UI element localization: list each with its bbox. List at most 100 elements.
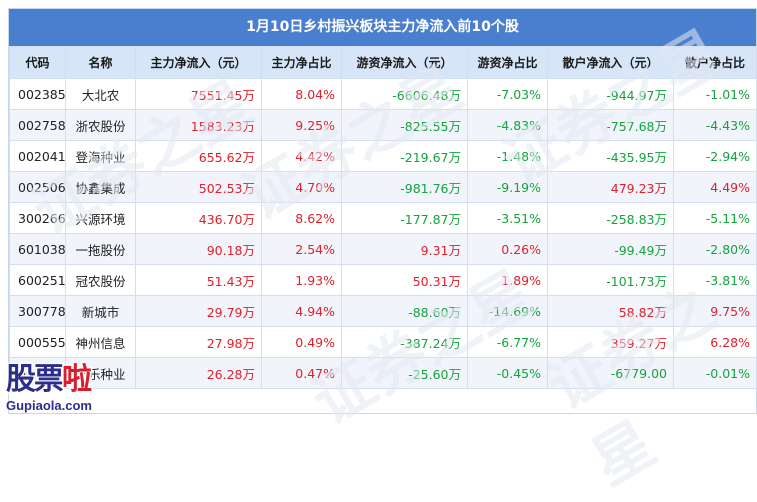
stock-name-cell: 协鑫集成: [65, 171, 136, 203]
hot-pct-cell: -0.45%: [467, 357, 548, 389]
stock-name-cell: 新城市: [65, 295, 136, 327]
main-inflow-cell: 90.18万: [135, 233, 262, 265]
col-header-hot-pct: 游资净占比: [467, 46, 548, 79]
stock-name-cell: 兴源环境: [65, 202, 136, 234]
retail-pct-cell: 6.28%: [673, 326, 757, 358]
table-row: 002758 浙农股份 1583.23万 9.25% -825.55万 -4.83% -75…: [9, 109, 757, 141]
col-header-main-pct: 主力净占比: [261, 46, 342, 79]
logo-site-url: Gupiaola.com: [6, 398, 92, 413]
hot-pct-cell: 1.89%: [467, 264, 548, 296]
header-row: 代码 名称 主力净流入（元） 主力净占比 游资净流入（元） 游资净占比 散户净流…: [9, 46, 757, 79]
col-header-retail-inflow: 散户净流入（元）: [547, 46, 674, 79]
hot-inflow-cell: -25.60万: [341, 357, 468, 389]
stock-name-cell: 冠农股份: [65, 264, 136, 296]
logo-mark: 股票啦: [5, 354, 94, 399]
main-inflow-cell: 1583.23万: [135, 109, 262, 141]
retail-pct-cell: -2.94%: [673, 140, 757, 172]
table-row: 002385 大北农 7551.45万 8.04% -6606.48万 -7.03% -94…: [9, 78, 757, 110]
retail-pct-cell: -5.11%: [673, 202, 757, 234]
main-pct-cell: 4.94%: [261, 295, 342, 327]
main-inflow-cell: 27.98万: [135, 326, 262, 358]
stock-name-cell: 神州信息: [65, 326, 136, 358]
stock-name-cell: 浙农股份: [65, 109, 136, 141]
hot-pct-cell: -4.83%: [467, 109, 548, 141]
retail-inflow-cell: -757.68万: [547, 109, 674, 141]
stock-code-cell: 300778: [9, 295, 66, 327]
main-inflow-cell: 7551.45万: [135, 78, 262, 110]
hot-inflow-cell: -177.87万: [341, 202, 468, 234]
stock-code-cell: 000713: [9, 357, 66, 389]
hot-inflow-cell: -981.76万: [341, 171, 468, 203]
main-pct-cell: 0.49%: [261, 326, 342, 358]
stock-code-cell: 002506: [9, 171, 66, 203]
hot-pct-cell: -1.48%: [467, 140, 548, 172]
hot-pct-cell: -14.69%: [467, 295, 548, 327]
table-title: 1月10日乡村振兴板块主力净流入前10个股: [9, 9, 756, 46]
main-inflow-cell: 436.70万: [135, 202, 262, 234]
table-row: 000555 神州信息 27.98万 0.49% -387.24万 -6.77% 359.2…: [9, 326, 757, 358]
table-row: 600251 冠农股份 51.43万 1.93% 50.31万 1.89% -101.73万…: [9, 264, 757, 296]
stock-code-cell: 601038: [9, 233, 66, 265]
hot-pct-cell: -7.03%: [467, 78, 548, 110]
col-header-code: 代码: [9, 46, 66, 79]
retail-inflow-cell: -258.83万: [547, 202, 674, 234]
logo-text-a: 股票: [5, 361, 66, 399]
fund-flow-table: 代码 名称 主力净流入（元） 主力净占比 游资净流入（元） 游资净占比 散户净流…: [9, 46, 757, 389]
retail-inflow-cell: 359.27万: [547, 326, 674, 358]
col-header-hot-inflow: 游资净流入（元）: [341, 46, 468, 79]
hot-inflow-cell: 50.31万: [341, 264, 468, 296]
hot-pct-cell: -9.19%: [467, 171, 548, 203]
retail-pct-cell: 4.49%: [673, 171, 757, 203]
main-pct-cell: 8.62%: [261, 202, 342, 234]
table-row: 601038 一拖股份 90.18万 2.54% 9.31万 0.26% -99.49万 -2…: [9, 233, 757, 265]
hot-inflow-cell: 9.31万: [341, 233, 468, 265]
stock-name-cell: 大北农: [65, 78, 136, 110]
table-row: 300778 新城市 29.79万 4.94% -88.60万 -14.69% 58.82万…: [9, 295, 757, 327]
retail-inflow-cell: -99.49万: [547, 233, 674, 265]
retail-pct-cell: -4.43%: [673, 109, 757, 141]
retail-inflow-cell: 58.82万: [547, 295, 674, 327]
retail-inflow-cell: 479.23万: [547, 171, 674, 203]
main-pct-cell: 8.04%: [261, 78, 342, 110]
hot-inflow-cell: -825.55万: [341, 109, 468, 141]
main-pct-cell: 0.47%: [261, 357, 342, 389]
main-inflow-cell: 655.62万: [135, 140, 262, 172]
retail-inflow-cell: -944.97万: [547, 78, 674, 110]
table-row: 300266 兴源环境 436.70万 8.62% -177.87万 -3.51% -258…: [9, 202, 757, 234]
stock-code-cell: 002758: [9, 109, 66, 141]
col-header-main-inflow: 主力净流入（元）: [135, 46, 262, 79]
main-inflow-cell: 502.53万: [135, 171, 262, 203]
hot-inflow-cell: -88.60万: [341, 295, 468, 327]
table-row: 002041 登海种业 655.62万 4.42% -219.67万 -1.48% -435…: [9, 140, 757, 172]
data-table-panel: 1月10日乡村振兴板块主力净流入前10个股 代码 名称 主力净流入（元） 主力净…: [8, 8, 757, 414]
stock-code-cell: 002385: [9, 78, 66, 110]
main-inflow-cell: 26.28万: [135, 357, 262, 389]
col-header-name: 名称: [65, 46, 136, 79]
hot-inflow-cell: -6606.48万: [341, 78, 468, 110]
table-row: 002506 协鑫集成 502.53万 4.70% -981.76万 -9.19% 479.…: [9, 171, 757, 203]
main-pct-cell: 4.70%: [261, 171, 342, 203]
main-pct-cell: 1.93%: [261, 264, 342, 296]
retail-inflow-cell: -6779.00: [547, 357, 674, 389]
main-pct-cell: 4.42%: [261, 140, 342, 172]
main-pct-cell: 9.25%: [261, 109, 342, 141]
retail-inflow-cell: -435.95万: [547, 140, 674, 172]
retail-pct-cell: -2.80%: [673, 233, 757, 265]
stock-name-cell: 登海种业: [65, 140, 136, 172]
main-inflow-cell: 51.43万: [135, 264, 262, 296]
stock-code-cell: 002041: [9, 140, 66, 172]
retail-pct-cell: 9.75%: [673, 295, 757, 327]
hot-pct-cell: -6.77%: [467, 326, 548, 358]
col-header-retail-pct: 散户净占比: [673, 46, 757, 79]
logo-text-b: 啦: [61, 361, 94, 399]
main-inflow-cell: 29.79万: [135, 295, 262, 327]
retail-inflow-cell: -101.73万: [547, 264, 674, 296]
hot-pct-cell: 0.26%: [467, 233, 548, 265]
stock-code-cell: 600251: [9, 264, 66, 296]
retail-pct-cell: -1.01%: [673, 78, 757, 110]
retail-pct-cell: -0.01%: [673, 357, 757, 389]
table-row: 000713 丰乐种业 26.28万 0.47% -25.60万 -0.45% -6779.…: [9, 357, 757, 389]
stock-code-cell: 300266: [9, 202, 66, 234]
stock-name-cell: 一拖股份: [65, 233, 136, 265]
hot-pct-cell: -3.51%: [467, 202, 548, 234]
